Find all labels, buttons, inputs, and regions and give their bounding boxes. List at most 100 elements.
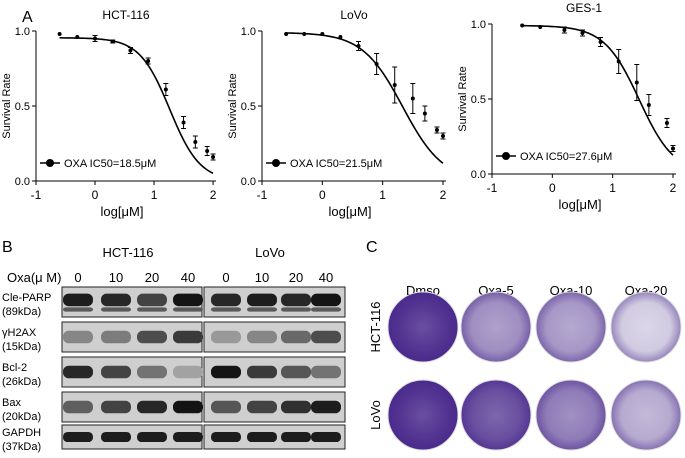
dose-label: 10 xyxy=(255,270,269,285)
blot-row-bcl-2: Bcl-2 (26kDa) xyxy=(2,356,346,388)
protein-band xyxy=(281,365,311,379)
data-point xyxy=(440,134,445,138)
y-axis-label: Survival Rate xyxy=(1,73,13,138)
plate-well xyxy=(610,379,682,451)
dose-label: 20 xyxy=(145,270,159,285)
oxa-dose-label: Oxa(μ M) xyxy=(7,270,61,285)
x-tick-label: 1 xyxy=(379,188,386,202)
y-tick-label: 1.0 xyxy=(15,26,30,38)
plate-well xyxy=(460,291,532,363)
protein-band xyxy=(63,365,93,379)
protein-label: Bax xyxy=(2,397,21,409)
protein-label: Bcl-2 xyxy=(2,362,27,374)
colony-plate xyxy=(535,291,607,363)
colony-plate xyxy=(387,379,459,451)
y-tick-label: 0.0 xyxy=(471,169,486,181)
data-point xyxy=(128,48,133,53)
dose-label: 10 xyxy=(109,270,123,285)
protein-band xyxy=(311,400,341,414)
data-point xyxy=(181,120,186,125)
fit-curve xyxy=(522,24,674,156)
colony-plate xyxy=(460,379,532,451)
data-point xyxy=(434,128,439,132)
protein-band xyxy=(211,431,241,443)
data-point xyxy=(520,23,525,28)
protein-band xyxy=(281,293,311,307)
plate-well xyxy=(610,291,682,363)
plate-well xyxy=(535,379,607,451)
data-point xyxy=(410,96,415,101)
panel-a-dose-response: HCT-116 -1 0 1 2 0.0 0.5 1.0 log[μM] Survival Rat… xyxy=(1,1,677,219)
data-point xyxy=(670,146,675,151)
protein-band-lower xyxy=(281,307,311,312)
data-point xyxy=(110,39,115,44)
protein-band-lower xyxy=(101,307,131,312)
data-point xyxy=(193,140,198,144)
dose-label: 0 xyxy=(222,270,229,285)
protein-band xyxy=(247,293,277,307)
plate-row-label: LoVo xyxy=(368,400,383,430)
x-axis-label: log[μM] xyxy=(559,197,602,212)
dose-label: 20 xyxy=(289,270,303,285)
protein-band xyxy=(137,400,167,414)
data-point xyxy=(205,149,210,153)
blot-row-bax: Bax (20kDa) xyxy=(2,391,346,423)
data-point xyxy=(598,40,603,44)
colony-plate xyxy=(535,379,607,451)
kda-label: (26kDa) xyxy=(2,376,41,388)
protein-band xyxy=(63,293,93,307)
x-tick-label: 0 xyxy=(92,188,99,202)
protein-band xyxy=(101,365,131,379)
panel-letter-c: C xyxy=(366,239,378,256)
cell-line-label-hct116: HCT-116 xyxy=(102,245,153,260)
fit-curve xyxy=(59,37,214,175)
legend-label: OXA IC50=21.5μM xyxy=(290,158,382,170)
x-tick-label: -1 xyxy=(487,181,498,195)
data-point xyxy=(664,121,669,125)
chart-3: GES-1 -1 0 1 2 0.0 0.5 1.0 log[μM] Survival Rate O… xyxy=(457,1,677,212)
protein-band xyxy=(247,365,277,379)
data-point xyxy=(646,103,651,107)
protein-label: GAPDH xyxy=(2,427,41,439)
kda-label: (20kDa) xyxy=(2,411,41,423)
protein-band xyxy=(173,431,203,443)
data-point xyxy=(163,87,168,92)
kda-label: (89kDa) xyxy=(2,306,41,318)
plate-well xyxy=(387,379,459,451)
protein-band xyxy=(101,293,131,307)
protein-band xyxy=(63,400,93,414)
protein-band xyxy=(247,400,277,414)
chart-1: HCT-116 -1 0 1 2 0.0 0.5 1.0 log[μM] Survival Rat… xyxy=(1,8,217,219)
protein-band xyxy=(311,293,341,307)
chart-title: GES-1 xyxy=(566,1,602,15)
data-point xyxy=(211,155,216,159)
colony-plate xyxy=(610,291,682,363)
x-axis-label: log[μM] xyxy=(101,204,144,219)
data-point xyxy=(374,62,379,66)
protein-band xyxy=(211,400,241,414)
x-tick-label: -1 xyxy=(31,188,42,202)
y-tick-label: 0.5 xyxy=(471,94,486,106)
y-tick-label: 0.0 xyxy=(15,176,30,188)
data-point xyxy=(302,32,307,36)
data-point xyxy=(634,80,639,85)
protein-band xyxy=(211,293,241,307)
protein-band-lower xyxy=(247,307,277,312)
legend-label: OXA IC50=18.5μM xyxy=(64,158,156,170)
protein-band xyxy=(211,365,241,379)
x-tick-label: 2 xyxy=(440,188,447,202)
protein-band xyxy=(137,365,167,379)
x-tick-label: 0 xyxy=(549,181,556,195)
protein-band xyxy=(311,431,341,443)
blot-row--h2ax: γH2AX (15kDa) xyxy=(2,321,346,353)
protein-band xyxy=(137,431,167,443)
protein-band-lower xyxy=(173,307,203,312)
legend-marker xyxy=(46,159,54,167)
protein-band xyxy=(311,330,341,344)
protein-band xyxy=(101,431,131,443)
protein-band xyxy=(311,365,341,379)
x-tick-label: 1 xyxy=(151,188,158,202)
chart-2: LoVo -1 0 1 2 0.0 0.5 1.0 log[μM] Survival Rate OX… xyxy=(227,8,447,219)
data-point xyxy=(538,25,543,29)
